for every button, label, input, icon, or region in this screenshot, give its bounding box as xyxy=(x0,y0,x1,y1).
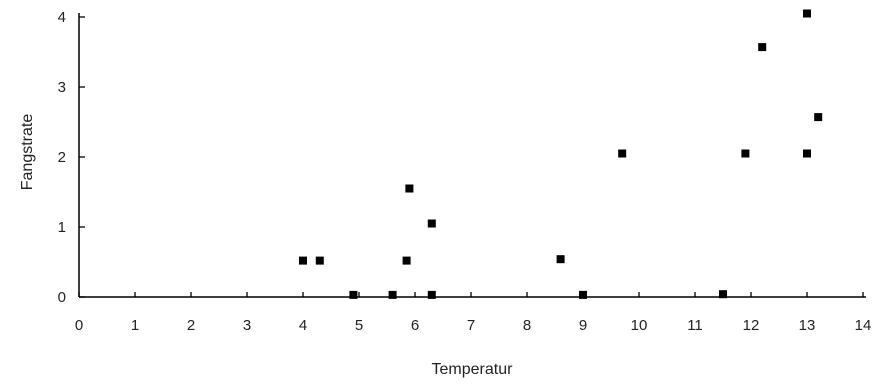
x-tick-label: 4 xyxy=(299,317,307,334)
y-axis: 0 1 2 3 4 xyxy=(58,9,85,306)
data-points xyxy=(299,9,823,299)
x-axis-ticks: 0 1 2 3 4 5 6 7 8 9 10 11 12 13 14 xyxy=(75,292,872,334)
data-point xyxy=(579,290,587,299)
y-tick-label: 1 xyxy=(58,219,66,236)
x-axis: 0 1 2 3 4 5 6 7 8 9 10 11 12 13 14 xyxy=(75,292,872,334)
x-tick-label: 14 xyxy=(855,317,872,334)
x-tick-label: 0 xyxy=(75,317,83,334)
data-point xyxy=(299,256,307,265)
data-point xyxy=(741,149,750,158)
x-tick-label: 2 xyxy=(187,317,195,334)
x-tick-label: 3 xyxy=(243,317,251,334)
y-tick-label: 4 xyxy=(58,9,66,26)
data-point xyxy=(405,184,414,193)
data-point xyxy=(388,290,397,299)
y-axis-ticks: 0 1 2 3 4 xyxy=(58,9,85,306)
x-tick-label: 13 xyxy=(799,317,816,334)
x-tick-label: 8 xyxy=(523,317,531,334)
data-point xyxy=(427,290,436,299)
y-axis-title: Fangstrate xyxy=(19,114,36,191)
data-point xyxy=(803,9,811,18)
y-tick-label: 2 xyxy=(58,149,66,166)
data-point xyxy=(803,149,811,158)
data-point xyxy=(349,290,358,299)
data-point xyxy=(402,256,411,265)
y-tick-label: 3 xyxy=(58,79,66,96)
data-point xyxy=(719,290,727,299)
x-tick-label: 5 xyxy=(355,317,363,334)
x-tick-label: 7 xyxy=(467,317,475,334)
x-tick-label: 11 xyxy=(687,317,703,334)
x-tick-label: 6 xyxy=(411,317,419,334)
x-axis-title: Temperatur xyxy=(432,361,514,378)
x-tick-label: 12 xyxy=(743,317,760,334)
x-tick-label: 9 xyxy=(579,317,587,334)
data-point xyxy=(758,43,767,52)
x-tick-label: 10 xyxy=(631,317,648,334)
data-point xyxy=(315,256,324,265)
y-tick-label: 0 xyxy=(58,289,66,306)
data-point xyxy=(556,255,565,264)
data-point xyxy=(814,113,823,122)
data-point xyxy=(618,149,627,158)
data-point xyxy=(427,219,436,228)
x-tick-label: 1 xyxy=(131,317,139,334)
